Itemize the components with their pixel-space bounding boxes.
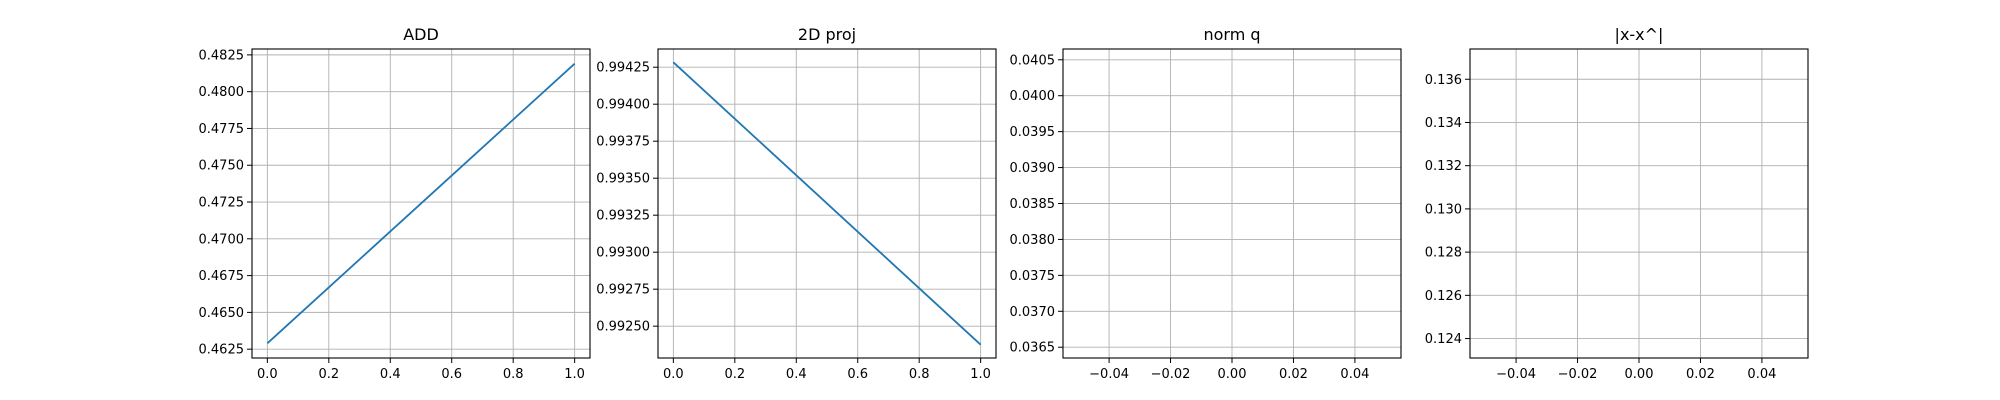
chart-title: |x-x^|	[1615, 25, 1664, 44]
chart-title: ADD	[403, 25, 439, 44]
chart-panel-2: 0.0 0.2 0.4 0.6 0.8 1.0 0.99250 0.99275 0.99300 0…	[596, 25, 997, 382]
y-tick-label: 0.132	[1425, 159, 1462, 174]
x-tick-label: −0.02	[1558, 367, 1598, 382]
y-tick-label: 0.0375	[1010, 269, 1056, 284]
x-tick-label: 0.8	[503, 367, 524, 382]
x-tick-label: 0.02	[1686, 367, 1715, 382]
y-tick-label: 0.99425	[596, 61, 650, 76]
chart-panel-3: −0.04 −0.02 0.00 0.02 0.04 0.0365 0.0370 0.0375…	[1010, 25, 1402, 382]
y-tick-label: 0.4725	[199, 196, 245, 211]
y-tick-label: 0.0385	[1010, 197, 1056, 212]
y-tick-label: 0.4650	[199, 306, 245, 321]
x-tick-label: 0.8	[909, 367, 930, 382]
x-tick-label: 0.00	[1218, 367, 1247, 382]
y-tick-label: 0.99250	[596, 320, 650, 335]
x-tick-label: 0.04	[1747, 367, 1776, 382]
y-tick-label: 0.0400	[1010, 89, 1056, 104]
y-tick-label: 0.99400	[596, 98, 650, 113]
y-tick-label: 0.0370	[1010, 305, 1056, 320]
y-tick-label: 0.4625	[199, 343, 245, 358]
x-tick-label: 0.6	[441, 367, 462, 382]
x-tick-label: 0.4	[380, 367, 401, 382]
x-tick-label: 0.4	[786, 367, 807, 382]
y-tick-label: 0.99350	[596, 172, 650, 187]
x-tick-label: 0.0	[257, 367, 278, 382]
chart-panel-4: −0.04 −0.02 0.00 0.02 0.04 0.124 0.126 0.128 0.1…	[1425, 25, 1809, 382]
x-tick-label: −0.02	[1151, 367, 1191, 382]
x-tick-label: 0.2	[318, 367, 339, 382]
y-tick-label: 0.4700	[199, 232, 245, 247]
y-tick-label: 0.99275	[596, 283, 650, 298]
y-tick-label: 0.124	[1425, 332, 1462, 347]
y-tick-label: 0.0390	[1010, 161, 1056, 176]
y-tick-label: 0.0365	[1010, 341, 1056, 356]
chart-title: 2D proj	[798, 25, 856, 44]
y-tick-label: 0.126	[1425, 289, 1462, 304]
y-tick-label: 0.4800	[199, 85, 245, 100]
y-tick-label: 0.0380	[1010, 233, 1056, 248]
series-line-1	[266, 63, 576, 344]
y-tick-label: 0.4775	[199, 122, 245, 137]
y-tick-label: 0.99300	[596, 246, 650, 261]
chart-panel-1: 0.0 0.2 0.4 0.6 0.8 1.0 0.4625 0.4650 0.4675 0.47…	[199, 25, 591, 382]
y-tick-label: 0.128	[1425, 246, 1462, 261]
axes-frame	[251, 48, 591, 359]
x-tick-label: 1.0	[564, 367, 585, 382]
axes-frame	[1469, 48, 1809, 359]
y-tick-label: 0.4825	[199, 48, 245, 63]
chart-title: norm q	[1203, 25, 1260, 44]
x-tick-label: 0.0	[663, 367, 684, 382]
y-tick-label: 0.136	[1425, 73, 1462, 88]
y-tick-label: 0.130	[1425, 202, 1462, 217]
y-tick-label: 0.4675	[199, 269, 245, 284]
x-tick-label: −0.04	[1496, 367, 1536, 382]
x-tick-label: 0.00	[1625, 367, 1654, 382]
y-tick-label: 0.134	[1425, 116, 1462, 131]
y-tick-label: 0.0405	[1010, 53, 1056, 68]
x-tick-label: −0.04	[1089, 367, 1129, 382]
y-tick-label: 0.99375	[596, 135, 650, 150]
y-tick-label: 0.4750	[199, 159, 245, 174]
axes-frame	[657, 48, 997, 359]
series-line-1	[672, 61, 982, 346]
axes-frame	[1062, 48, 1402, 359]
x-tick-label: 0.2	[724, 367, 745, 382]
x-tick-label: 1.0	[970, 367, 991, 382]
x-tick-label: 0.02	[1279, 367, 1308, 382]
y-tick-label: 0.99325	[596, 209, 650, 224]
x-tick-label: 0.6	[847, 367, 868, 382]
x-tick-label: 0.04	[1340, 367, 1369, 382]
y-tick-label: 0.0395	[1010, 125, 1056, 140]
